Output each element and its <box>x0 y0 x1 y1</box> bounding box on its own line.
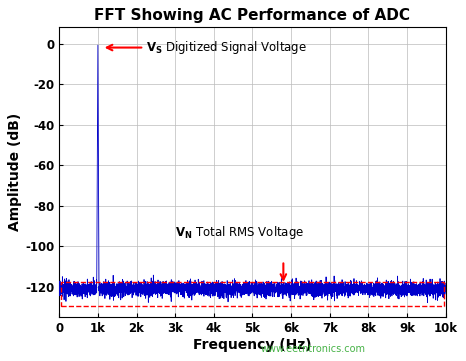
Title: FFT Showing AC Performance of ADC: FFT Showing AC Performance of ADC <box>95 8 411 23</box>
X-axis label: Frequency (Hz): Frequency (Hz) <box>193 338 312 352</box>
Text: www.eetntronics.com: www.eetntronics.com <box>260 344 365 354</box>
Text: $\mathbf{V_S}$ Digitized Signal Voltage: $\mathbf{V_S}$ Digitized Signal Voltage <box>146 39 307 56</box>
Text: $\mathbf{V_N}$ Total RMS Voltage: $\mathbf{V_N}$ Total RMS Voltage <box>175 223 304 241</box>
Bar <box>61 282 444 306</box>
Y-axis label: Amplitude (dB): Amplitude (dB) <box>8 113 22 231</box>
